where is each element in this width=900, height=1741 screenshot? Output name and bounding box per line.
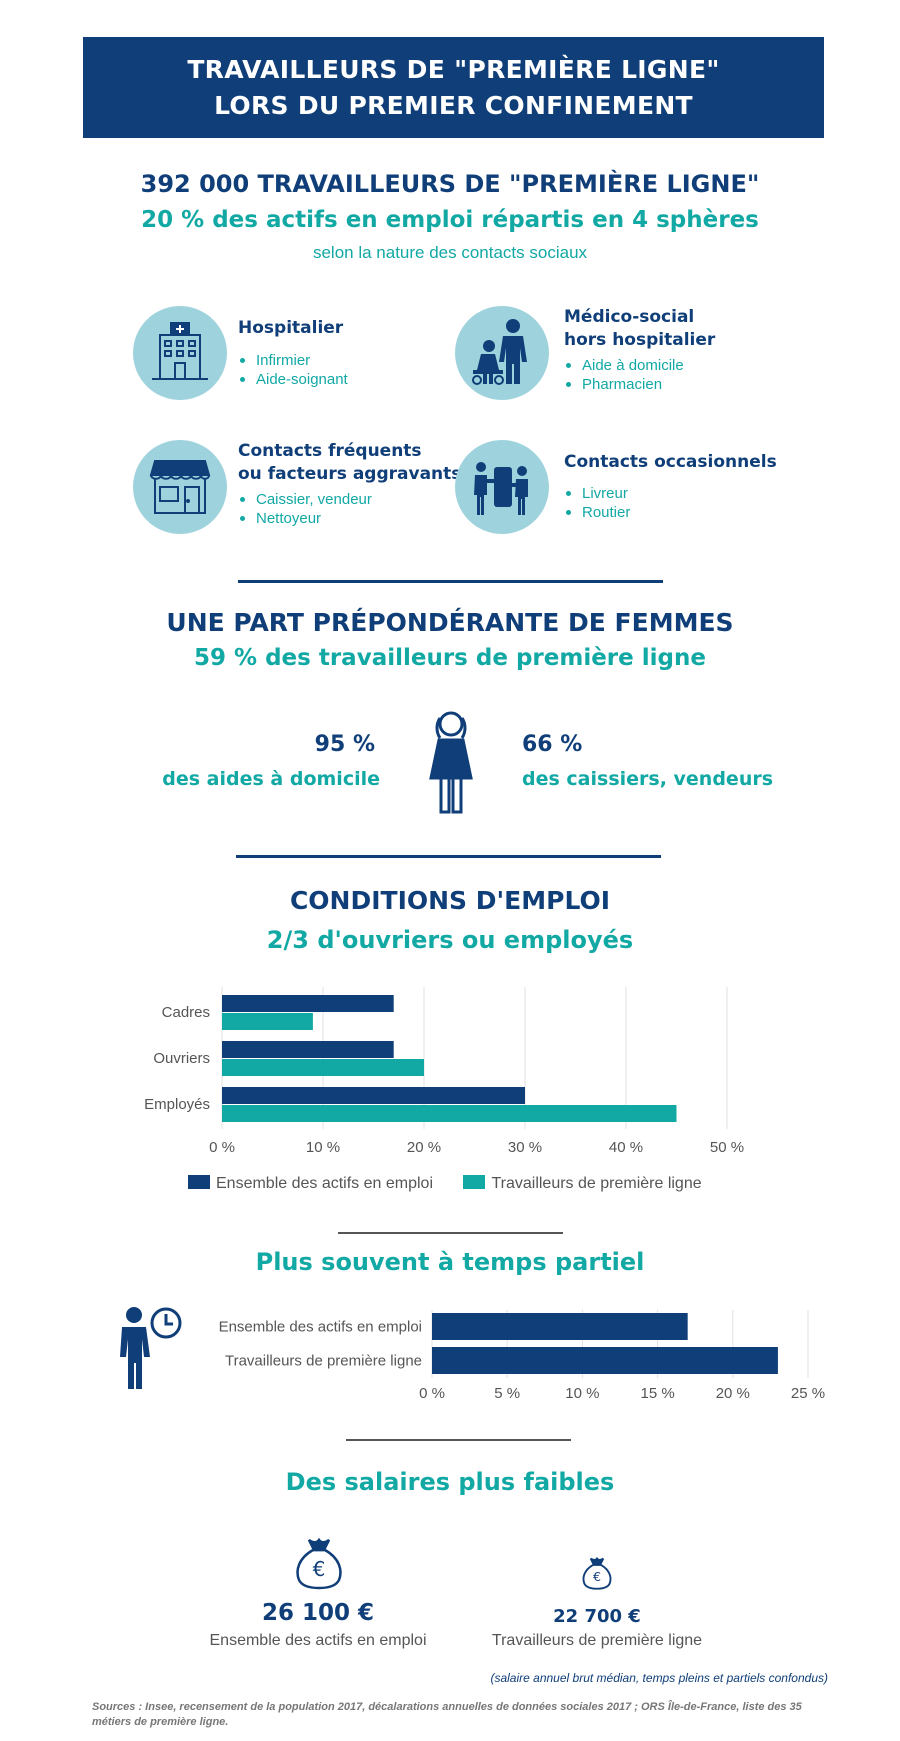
bar xyxy=(222,1041,394,1058)
sources: Sources : Insee, recensement de la popul… xyxy=(92,1701,802,1728)
x-tick-label: 20 % xyxy=(716,1385,750,1402)
sphere-items: Aide à domicile Pharmacien xyxy=(564,356,715,394)
intro-subheadline: 20 % des actifs en emploi répartis en 4 … xyxy=(141,207,759,233)
list-item: Infirmier xyxy=(238,351,348,370)
women-subtitle: 59 % des travailleurs de première ligne xyxy=(194,645,706,671)
bar xyxy=(222,1105,677,1122)
list-item: Livreur xyxy=(564,484,777,503)
category-label: Travailleurs de première ligne xyxy=(225,1353,422,1370)
list-item: Aide à domicile xyxy=(564,356,715,375)
sphere-medico-social: Médico-social hors hospitalier Aide à do… xyxy=(564,306,715,394)
caregiver-icon xyxy=(455,306,549,400)
banner-line-1: TRAVAILLEURS DE "PREMIÈRE LIGNE" xyxy=(187,54,720,84)
bar xyxy=(432,1313,688,1340)
sphere-title-line-1: Médico-social xyxy=(564,307,695,327)
x-tick-label: 20 % xyxy=(407,1139,441,1155)
shop-icon xyxy=(133,440,227,534)
list-item: Aide-soignant xyxy=(238,370,348,389)
sphere-items: Caissier, vendeur Nettoyeur xyxy=(238,490,461,528)
employment-title: CONDITIONS D'EMPLOI xyxy=(289,886,611,915)
legend-item-ensemble: Ensemble des actifs en emploi xyxy=(188,1175,433,1192)
x-tick-label: 0 % xyxy=(419,1385,445,1402)
delivery-icon xyxy=(455,440,549,534)
category-label: Ensemble des actifs en emploi xyxy=(219,1319,422,1336)
x-tick-label: 5 % xyxy=(494,1385,520,1402)
sphere-contacts-frequents: Contacts fréquents ou facteurs aggravant… xyxy=(238,440,461,528)
bar xyxy=(222,995,394,1012)
part-time-title: Plus souvent à temps partiel xyxy=(255,1248,645,1276)
x-tick-label: 10 % xyxy=(306,1139,340,1155)
list-item: Caissier, vendeur xyxy=(238,490,461,509)
section-divider xyxy=(236,855,661,858)
intro-caption: selon la nature des contacts sociaux xyxy=(312,243,588,262)
stat-right-label: des caissiers, vendeurs xyxy=(522,768,774,790)
section-divider xyxy=(238,580,663,583)
list-item: Routier xyxy=(564,503,777,522)
sphere-title-line-1: Contacts fréquents xyxy=(238,441,422,461)
chart1-legend: Ensemble des actifs en emploi Travailleu… xyxy=(188,1175,702,1193)
x-tick-label: 25 % xyxy=(791,1385,825,1402)
sphere-hospitalier: Hospitalier Infirmier Aide-soignant xyxy=(238,317,348,389)
money-bag-icon: € xyxy=(294,1536,344,1595)
section-divider xyxy=(346,1439,571,1441)
stat-right-value: 66 % xyxy=(522,732,583,757)
woman-icon xyxy=(425,710,477,821)
x-tick-label: 30 % xyxy=(508,1139,542,1155)
category-label: Ouvriers xyxy=(153,1050,210,1067)
x-tick-label: 50 % xyxy=(710,1139,744,1155)
salary-ensemble-label: Ensemble des actifs en emploi xyxy=(209,1632,427,1649)
stat-left-value: 95 % xyxy=(314,732,375,757)
sphere-title: Contacts occasionnels xyxy=(564,452,777,472)
legend-swatch-teal xyxy=(463,1175,486,1189)
legend-swatch-navy xyxy=(188,1175,210,1189)
banner-line-2: LORS DU PREMIER CONFINEMENT xyxy=(214,90,693,120)
category-label: Cadres xyxy=(162,1004,210,1021)
sphere-title: Hospitalier xyxy=(238,318,344,338)
section-divider xyxy=(338,1232,563,1234)
x-tick-label: 10 % xyxy=(565,1385,599,1402)
sphere-items: Infirmier Aide-soignant xyxy=(238,351,348,389)
sphere-title-line-2: ou facteurs aggravants xyxy=(238,464,462,484)
part-time-bar-chart: 0 % 5 % 10 % 15 % 20 % 25 % Ensemble des actif… xyxy=(219,1310,825,1402)
salary-ensemble-value: 26 100 € xyxy=(261,1600,375,1626)
legend-label: Travailleurs de première ligne xyxy=(491,1175,702,1192)
employment-subtitle: 2/3 d'ouvriers ou employés xyxy=(266,926,634,954)
intro-headline: 392 000 TRAVAILLEURS DE "PREMIÈRE LIGNE" xyxy=(140,170,760,198)
salaries-title: Des salaires plus faibles xyxy=(285,1468,615,1496)
legend-label: Ensemble des actifs en emploi xyxy=(216,1175,433,1192)
salary-premiere-ligne-value: 22 700 € xyxy=(553,1606,641,1627)
sphere-contacts-occasionnels: Contacts occasionnels Livreur Routier xyxy=(564,451,777,522)
category-label: Employés xyxy=(144,1096,210,1113)
salary-note: (salaire annuel brut médian, temps plein… xyxy=(490,1671,828,1685)
bar xyxy=(222,1059,424,1076)
list-item: Pharmacien xyxy=(564,375,715,394)
salary-premiere-ligne-label: Travailleurs de première ligne xyxy=(491,1632,703,1649)
bar xyxy=(222,1013,313,1030)
bar xyxy=(222,1087,525,1104)
sphere-title-line-2: hors hospitalier xyxy=(564,330,716,350)
legend-item-premiere-ligne: Travailleurs de première ligne xyxy=(463,1175,702,1192)
employment-bar-chart: 0 % 10 % 20 % 30 % 40 % 50 % Cadres Ouvriers Emp… xyxy=(144,987,744,1155)
x-tick-label: 40 % xyxy=(609,1139,643,1155)
sphere-items: Livreur Routier xyxy=(564,484,777,522)
list-item: Nettoyeur xyxy=(238,509,461,528)
bar xyxy=(432,1347,778,1374)
svg-text:€: € xyxy=(593,1569,601,1584)
women-title: UNE PART PRÉPONDÉRANTE DE FEMMES xyxy=(166,608,734,637)
x-tick-label: 15 % xyxy=(640,1385,674,1402)
svg-text:€: € xyxy=(313,1557,326,1581)
x-tick-label: 0 % xyxy=(209,1139,235,1155)
stat-left-label: des aides à domicile xyxy=(162,768,380,790)
money-bag-icon: € xyxy=(581,1556,613,1595)
title-banner: TRAVAILLEURS DE "PREMIÈRE LIGNE" LORS DU… xyxy=(83,37,824,138)
person-clock-icon xyxy=(110,1305,186,1396)
hospital-icon xyxy=(133,306,227,400)
